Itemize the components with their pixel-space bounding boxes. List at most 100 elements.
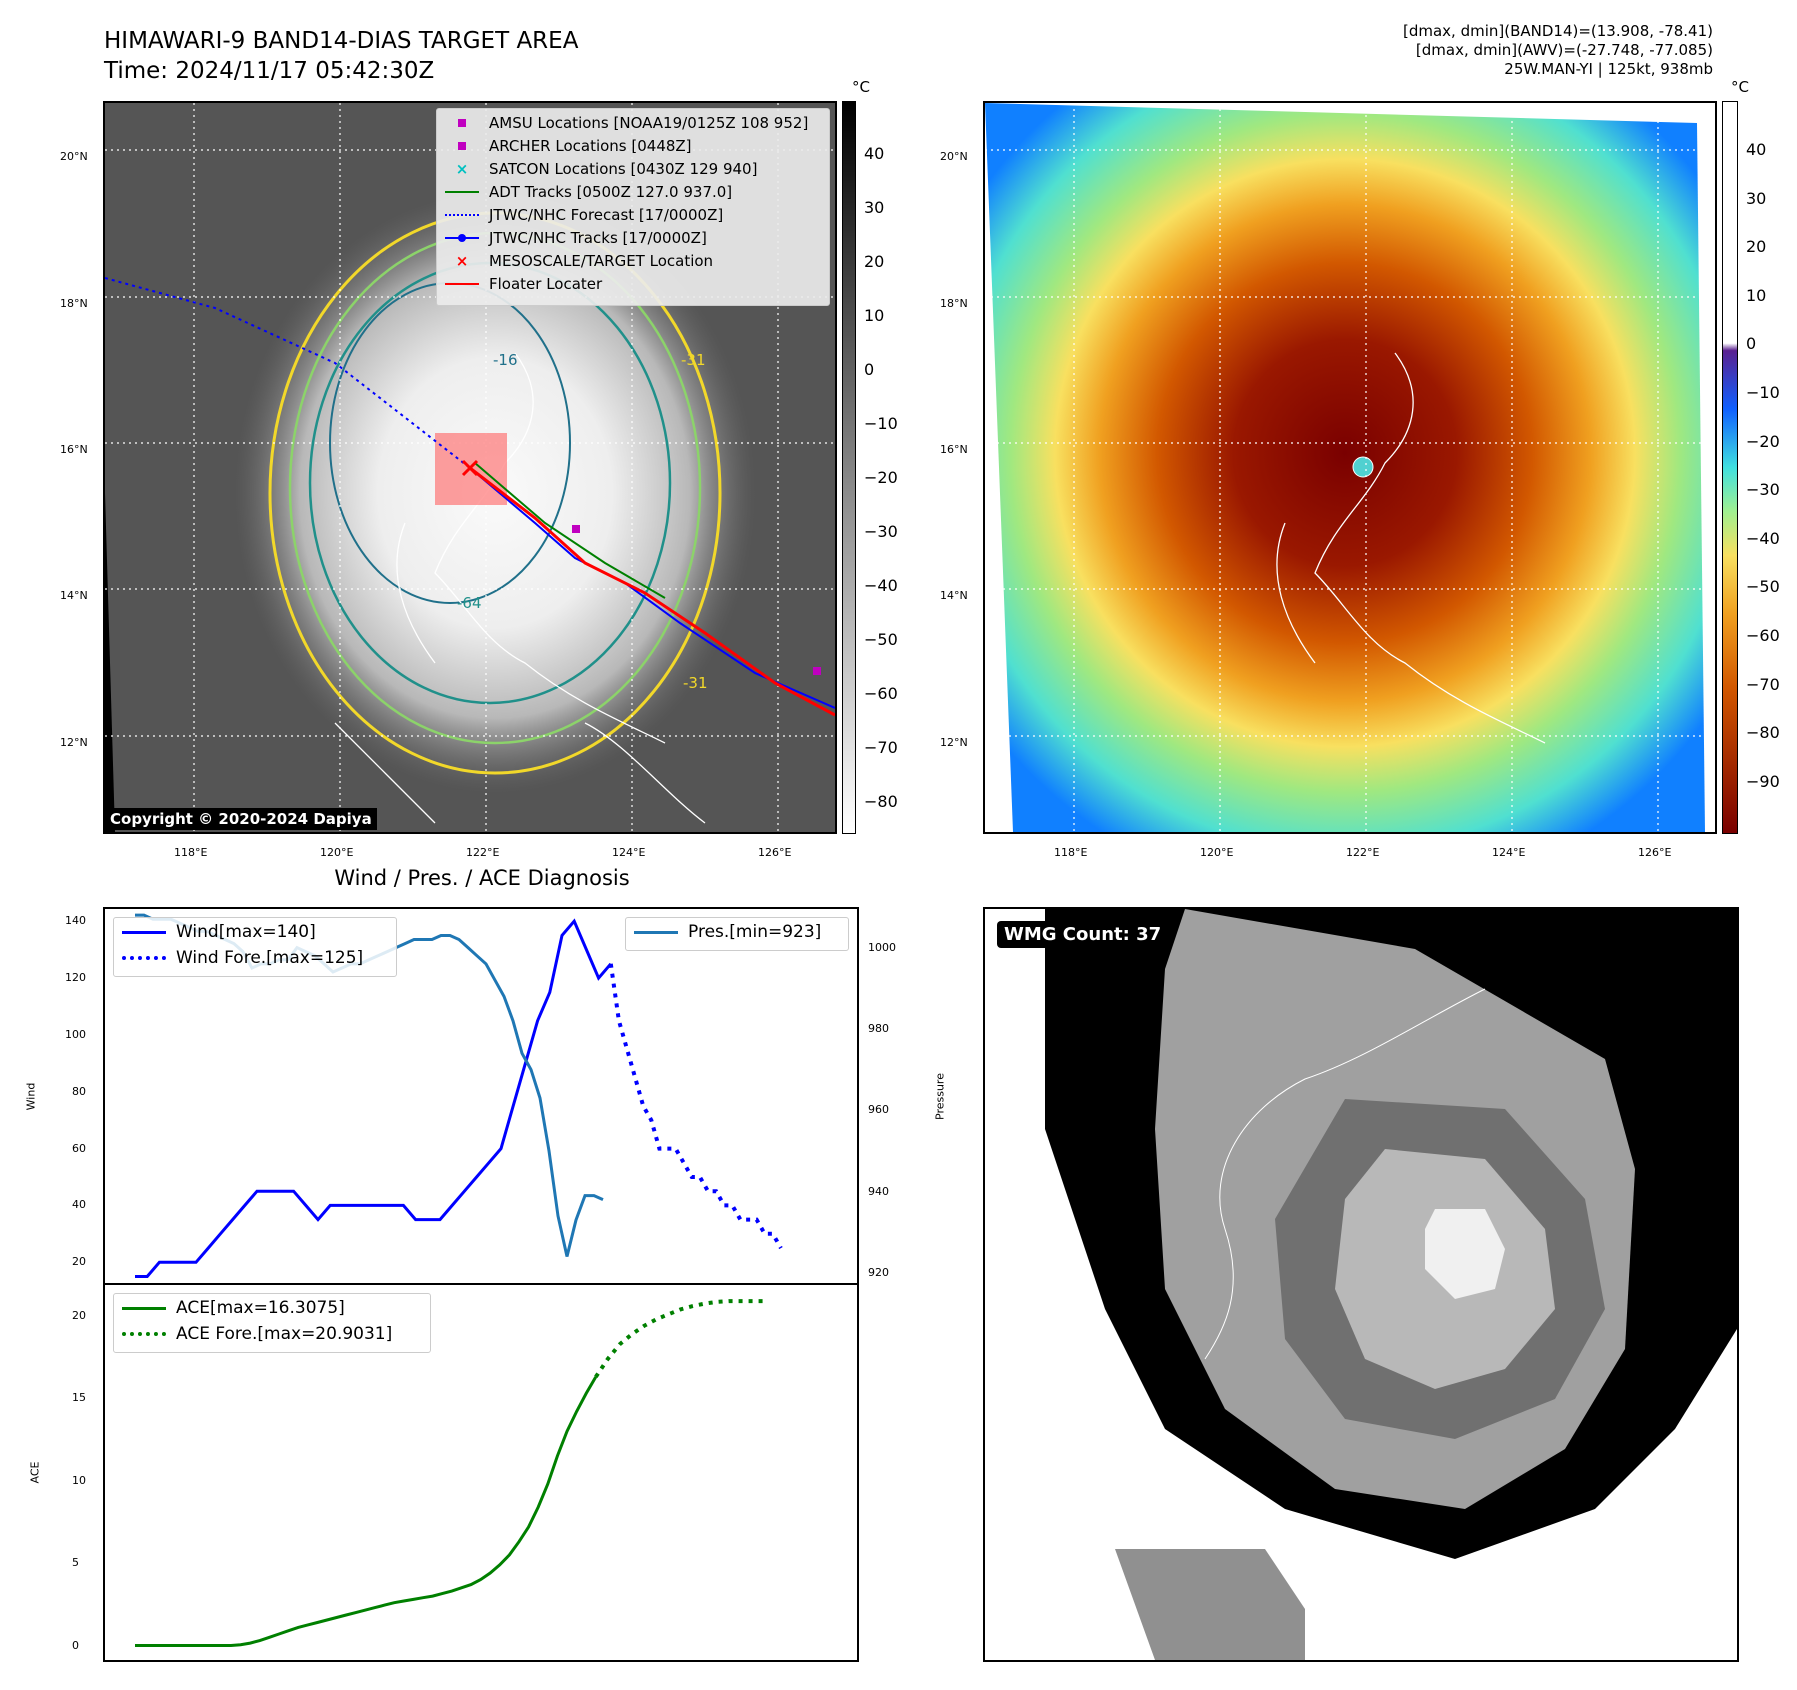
line-icon — [443, 274, 481, 294]
awv-lat-label-16n: 16°N — [940, 443, 968, 456]
ace-axis-label: ACE — [28, 1461, 42, 1484]
awv-coastline-luzon — [1276, 352, 1546, 744]
awv-lon-label-124e: 124°E — [1492, 846, 1526, 859]
ace-tick: 15 — [72, 1391, 86, 1405]
band14-map-panel: -16 -31 -64 -31 AMSU Locations [NOAA19/0… — [103, 101, 837, 834]
lon-label-124e: 124°E — [612, 846, 646, 859]
pres-legend-row: Pres.[min=923] — [634, 922, 821, 942]
colorbar-right-unit: °C — [1731, 78, 1749, 96]
contour-label-64: -64 — [457, 594, 482, 612]
awv-lon-label-120e: 120°E — [1200, 846, 1234, 859]
colorbar-right-tick: −70 — [1746, 674, 1780, 694]
pressure-axis-label: Pressure — [933, 1073, 947, 1120]
info-line3: 25W.MAN-YI | 125kt, 938mb — [1504, 60, 1713, 78]
awv-lat-label-12n: 12°N — [940, 736, 968, 749]
coastline-islands — [334, 722, 706, 824]
pressure-tick: 920 — [868, 1265, 889, 1279]
colorbar-left-tick: 30 — [864, 198, 885, 217]
colorbar-left-tick: −20 — [864, 468, 898, 487]
awv-gridlines — [985, 103, 1715, 832]
legend-row-amsu: AMSU Locations [NOAA19/0125Z 108 952] — [443, 113, 808, 133]
wind-axis-label: Wind — [24, 1082, 38, 1111]
legend-row-jtwc-forecast: JTWC/NHC Forecast [17/0000Z] — [443, 205, 723, 225]
lon-label-118e: 118°E — [174, 846, 208, 859]
storm-eye — [1352, 456, 1374, 478]
legend-row-floater: Floater Locater — [443, 274, 602, 294]
awv-lon-label-126e: 126°E — [1638, 846, 1672, 859]
legend-label: Pres.[min=923] — [688, 922, 822, 942]
colorbar-right-tick: −60 — [1746, 626, 1780, 645]
info-line2: [dmax, dmin](AWV)=(-27.748, -77.085) — [1415, 41, 1713, 59]
ace-frame — [103, 1283, 859, 1662]
legend-label: Floater Locater — [489, 275, 603, 293]
solid-line-icon — [122, 1306, 166, 1310]
ace-tick: 0 — [72, 1638, 79, 1652]
wind-forecast-line — [608, 963, 783, 1250]
square-marker-icon — [443, 113, 481, 133]
lon-label-126e: 126°E — [758, 846, 792, 859]
floater-track — [469, 466, 835, 717]
figure-title-line2: Time: 2024/11/17 05:42:30Z — [104, 58, 435, 84]
legend-row-adt: ADT Tracks [0500Z 127.0 937.0] — [443, 182, 732, 202]
legend-row-jtwc-tracks: JTWC/NHC Tracks [17/0000Z] — [443, 228, 707, 248]
wind-legend: Wind[max=140] Wind Fore.[max=125] — [113, 917, 397, 977]
ace-chart: ACE[max=16.3075] ACE Fore.[max=20.9031] — [103, 1283, 859, 1662]
legend-label: AMSU Locations [NOAA19/0125Z 108 952] — [489, 114, 809, 132]
awv-map-panel — [983, 101, 1717, 834]
colorbar-left-tick: 40 — [864, 144, 885, 163]
line-dot-icon — [443, 228, 481, 248]
wind-forecast-legend-row: Wind Fore.[max=125] — [122, 948, 363, 968]
colorbar-left-tick: −10 — [864, 414, 898, 433]
wmg-grid — [1045, 909, 1737, 1660]
colorbar-left-unit: °C — [852, 78, 870, 96]
ace-plot — [103, 1283, 859, 1662]
dotted-line-icon — [122, 1332, 166, 1336]
legend-label: Wind Fore.[max=125] — [176, 948, 364, 968]
wmg-count-badge: WMG Count: 37 — [997, 921, 1169, 948]
figure-title-line1: HIMAWARI-9 BAND14-DIAS TARGET AREA — [104, 28, 579, 54]
colorbar-right-tick: 40 — [1746, 140, 1767, 159]
colorbar-left-tick: −70 — [864, 738, 898, 757]
square-marker-icon — [443, 136, 481, 156]
legend-label: SATCON Locations [0430Z 129 940] — [489, 160, 758, 178]
legend-label: MESOSCALE/TARGET Location — [489, 252, 714, 270]
ace-tick: 20 — [72, 1308, 86, 1322]
legend-row-archer: ARCHER Locations [0448Z] — [443, 136, 692, 156]
dotted-line-icon — [122, 956, 166, 960]
colorbar-right-tick: 20 — [1746, 237, 1767, 257]
amsu-marker — [813, 667, 821, 675]
mesoscale-target-marker — [461, 459, 479, 477]
legend-label: ACE[max=16.3075] — [176, 1298, 345, 1318]
ace-forecast-legend-row: ACE Fore.[max=20.9031] — [122, 1324, 392, 1344]
colorbar-left-tick: 0 — [864, 360, 875, 379]
awv-lon-label-118e: 118°E — [1054, 846, 1088, 859]
copyright-badge: Copyright © 2020-2024 Dapiya — [105, 808, 377, 830]
colorbar-right-tick: −80 — [1746, 723, 1780, 743]
wind-legend-row: Wind[max=140] — [122, 922, 316, 942]
colorbar-left-tick: −60 — [864, 684, 898, 703]
colorbar-right-tick: 0 — [1746, 334, 1757, 354]
lat-label-16n: 16°N — [60, 443, 88, 456]
lat-label-14n: 14°N — [60, 589, 88, 602]
legend-row-mesoscale: × MESOSCALE/TARGET Location — [443, 251, 713, 271]
wmg-bottom-patch — [1115, 1549, 1305, 1660]
solid-line-icon — [634, 930, 678, 934]
colorbar-right-tick: −10 — [1746, 383, 1780, 402]
pressure-tick: 940 — [868, 1184, 889, 1198]
ace-legend: ACE[max=16.3075] ACE Fore.[max=20.9031] — [113, 1293, 431, 1353]
lat-label-18n: 18°N — [60, 297, 88, 310]
awv-map — [985, 103, 1715, 832]
coastline-luzon — [396, 352, 666, 744]
colorbar-right-tick: −50 — [1746, 577, 1780, 597]
ace-line — [135, 1376, 598, 1647]
solid-line-icon — [122, 930, 166, 934]
colorbar-left-tick: −50 — [864, 630, 898, 649]
colorbar-right-tick: 10 — [1746, 285, 1767, 305]
colorbar-right-tick: −20 — [1746, 431, 1780, 451]
ace-tick: 10 — [72, 1473, 86, 1487]
colorbar-left-tick: −30 — [864, 522, 898, 541]
colorbar-right — [1722, 101, 1738, 834]
wmg-panel: WMG Count: 37 — [983, 907, 1739, 1662]
lat-label-12n: 12°N — [60, 736, 88, 749]
map-legend: AMSU Locations [NOAA19/0125Z 108 952] AR… — [436, 108, 830, 306]
